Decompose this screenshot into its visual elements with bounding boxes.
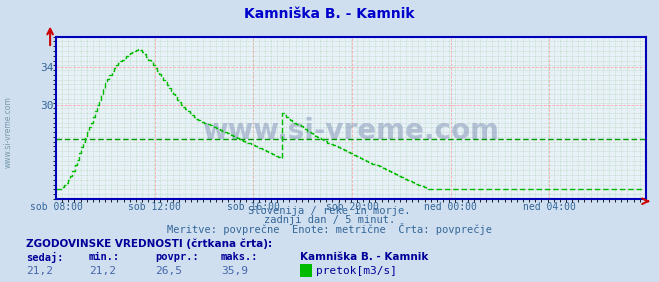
Text: Kamniška B. - Kamnik: Kamniška B. - Kamnik [300, 252, 428, 262]
Text: min.:: min.: [89, 252, 120, 262]
Text: ZGODOVINSKE VREDNOSTI (črtkana črta):: ZGODOVINSKE VREDNOSTI (črtkana črta): [26, 238, 272, 249]
Text: 21,2: 21,2 [89, 266, 116, 276]
Text: 26,5: 26,5 [155, 266, 182, 276]
Text: Meritve: povprečne  Enote: metrične  Črta: povprečje: Meritve: povprečne Enote: metrične Črta:… [167, 223, 492, 235]
Text: zadnji dan / 5 minut.: zadnji dan / 5 minut. [264, 215, 395, 225]
Text: www.si-vreme.com: www.si-vreme.com [4, 97, 13, 168]
Text: 21,2: 21,2 [26, 266, 53, 276]
Text: Kamniška B. - Kamnik: Kamniška B. - Kamnik [244, 7, 415, 21]
Text: pretok[m3/s]: pretok[m3/s] [316, 266, 397, 276]
Text: maks.:: maks.: [221, 252, 258, 262]
Text: www.si-vreme.com: www.si-vreme.com [202, 117, 500, 145]
Text: povpr.:: povpr.: [155, 252, 198, 262]
Text: 35,9: 35,9 [221, 266, 248, 276]
Text: Slovenija / reke in morje.: Slovenija / reke in morje. [248, 206, 411, 216]
Text: sedaj:: sedaj: [26, 252, 64, 263]
